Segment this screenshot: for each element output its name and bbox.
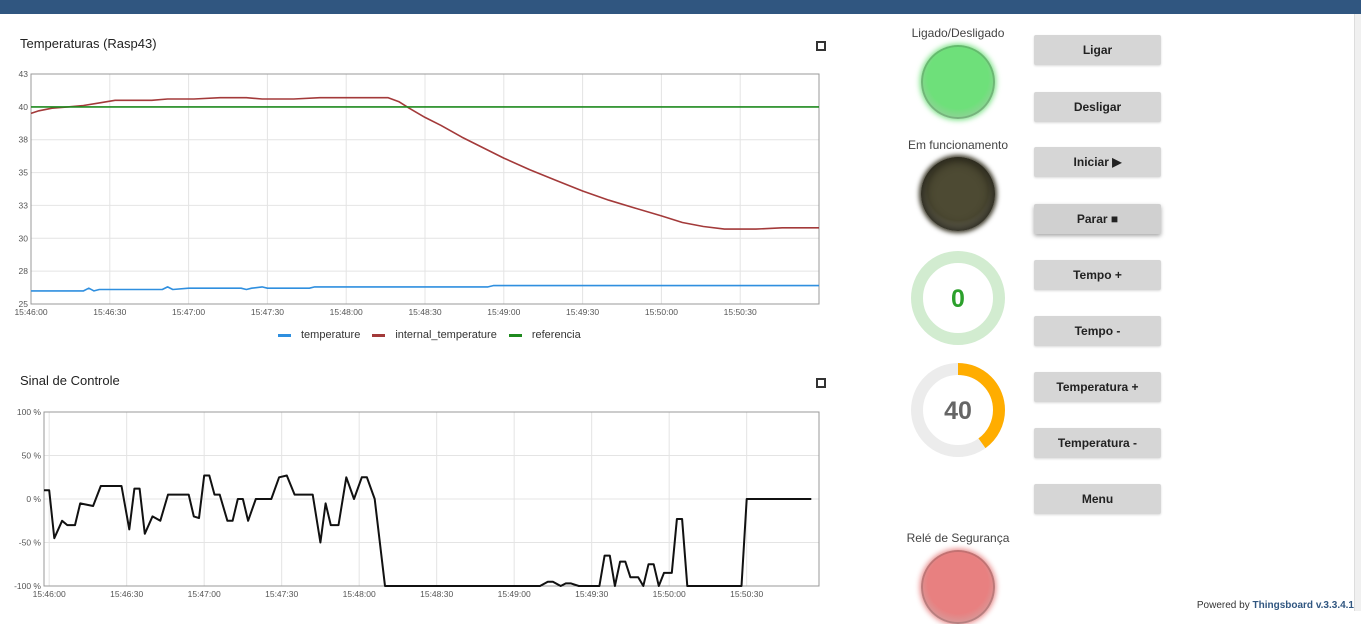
- legend-swatch: [278, 333, 291, 337]
- scrollbar[interactable]: [1354, 14, 1361, 611]
- legend-label: temperature: [301, 329, 361, 341]
- y-tick-label: 30: [19, 233, 29, 243]
- legend-label: internal_temperature: [395, 329, 497, 341]
- legend-item[interactable]: referencia: [508, 329, 581, 341]
- footer-prefix: Powered by: [1196, 600, 1250, 611]
- legend-swatch: [372, 333, 386, 337]
- x-tick-label: 15:47:30: [251, 307, 284, 317]
- y-tick-label: 40: [19, 102, 29, 112]
- y-tick-label: -100 %: [14, 581, 41, 591]
- x-tick-label: 15:50:30: [724, 307, 757, 317]
- control-chart: -100 % -50 % 0 % 50 % 100 % 15:46:00 15:46:30 1…: [14, 407, 820, 599]
- temperatura-minus-button[interactable]: Temperatura -: [1034, 428, 1161, 458]
- tempo-gauge: 0: [911, 251, 1005, 345]
- x-tick-label: 15:46:30: [110, 589, 143, 599]
- x-tick-label: 15:50:00: [653, 589, 686, 599]
- led-rele-label: Relé de Segurança: [906, 531, 1010, 545]
- y-tick-label: 25: [19, 299, 29, 309]
- led-ligado-label: Ligado/Desligado: [911, 26, 1005, 40]
- gauge-value: 0: [951, 285, 965, 313]
- x-tick-label: 15:47:30: [265, 589, 298, 599]
- x-tick-label: 15:48:00: [343, 589, 376, 599]
- legend-item[interactable]: temperature: [278, 329, 360, 341]
- temperatura-gauge: 40: [911, 363, 1005, 457]
- ligar-button[interactable]: Ligar: [1034, 35, 1161, 65]
- legend-item[interactable]: internal_temperature: [372, 329, 497, 341]
- x-tick-label: 15:47:00: [172, 307, 205, 317]
- menu-button[interactable]: Menu: [1034, 484, 1161, 514]
- footer: Powered by Thingsboard v.3.3.4.1: [1197, 600, 1354, 611]
- series-line-temperature: [31, 284, 819, 292]
- y-tick-label: 28: [19, 266, 29, 276]
- led-funcionamento-indicator: [921, 157, 995, 231]
- temperature-chart: 25 28 30 33 35 38 40 43 15:46:00 15:46:30 15:47:00…: [14, 69, 820, 317]
- y-tick-label: 33: [19, 200, 29, 210]
- control-chart-title: Sinal de Controle: [20, 373, 120, 388]
- gauge-value-arc: [911, 363, 1005, 457]
- legend-swatch: [508, 333, 522, 337]
- fullscreen-icon[interactable]: [816, 41, 826, 51]
- x-tick-label: 15:46:30: [93, 307, 126, 317]
- y-tick-label: 38: [19, 135, 29, 145]
- y-tick-label: 100 %: [17, 407, 42, 417]
- x-tick-label: 15:47:00: [188, 589, 221, 599]
- x-tick-label: 15:50:30: [730, 589, 763, 599]
- x-tick-label: 15:48:30: [420, 589, 453, 599]
- x-tick-label: 15:48:30: [408, 307, 441, 317]
- plot-frame: [30, 73, 820, 305]
- fullscreen-icon[interactable]: [816, 378, 826, 388]
- desligar-button[interactable]: Desligar: [1034, 92, 1161, 122]
- iniciar-button[interactable]: Iniciar ▶: [1034, 147, 1161, 177]
- x-tick-label: 15:48:00: [330, 307, 363, 317]
- x-tick-label: 15:50:00: [645, 307, 678, 317]
- temperature-chart-title: Temperaturas (Rasp43): [20, 36, 157, 51]
- x-tick-label: 15:49:30: [566, 307, 599, 317]
- x-tick-label: 15:46:00: [14, 307, 47, 317]
- led-rele-indicator: [921, 550, 995, 624]
- y-tick-label: 0 %: [26, 494, 41, 504]
- x-tick-label: 15:46:00: [33, 589, 66, 599]
- y-tick-label: 35: [19, 168, 29, 178]
- led-ligado-indicator: [921, 45, 995, 119]
- temperature-chart-legend: temperature internal_temperature referenci…: [278, 329, 581, 341]
- y-tick-label: -50 %: [19, 538, 42, 548]
- x-tick-label: 15:49:00: [498, 589, 531, 599]
- parar-button[interactable]: Parar ■: [1034, 204, 1161, 234]
- x-tick-label: 15:49:00: [487, 307, 520, 317]
- series-line-internal_temperature: [30, 96, 819, 230]
- x-tick-label: 15:49:30: [575, 589, 608, 599]
- top-toolbar: [0, 0, 1361, 14]
- tempo-minus-button[interactable]: Tempo -: [1034, 316, 1161, 346]
- series-line-signal: [44, 474, 812, 587]
- gauge-value: 40: [944, 397, 972, 425]
- y-tick-label: 43: [19, 69, 29, 79]
- tempo-plus-button[interactable]: Tempo +: [1034, 260, 1161, 290]
- temperatura-plus-button[interactable]: Temperatura +: [1034, 372, 1161, 402]
- thingsboard-link[interactable]: Thingsboard v.3.3.4.1: [1252, 600, 1354, 611]
- gauge-track: [911, 251, 1005, 345]
- led-funcionamento-label: Em funcionamento: [907, 138, 1009, 152]
- y-tick-label: 50 %: [22, 451, 42, 461]
- legend-label: referencia: [531, 329, 581, 341]
